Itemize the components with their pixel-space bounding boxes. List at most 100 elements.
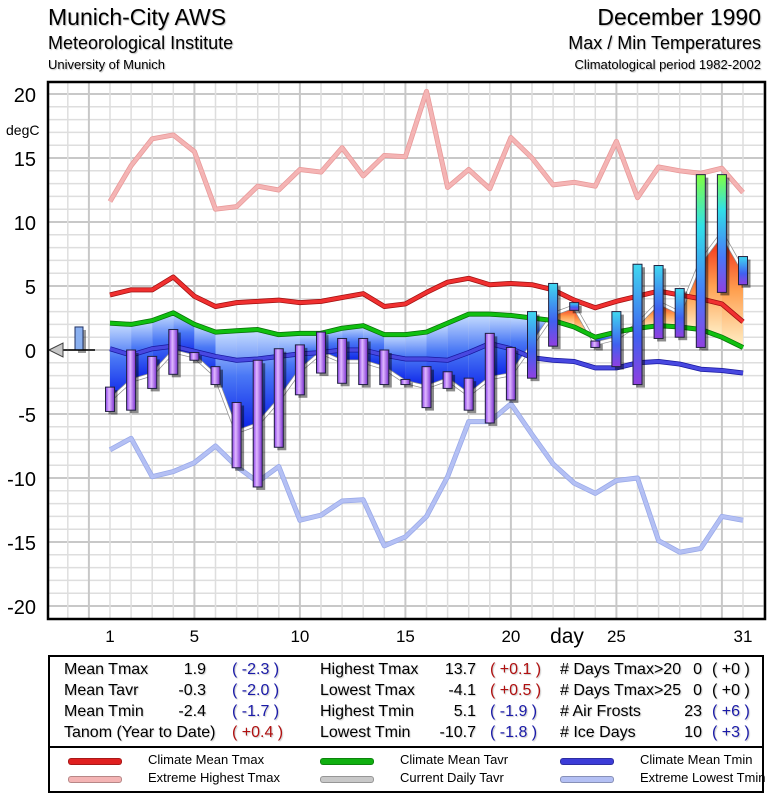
stat-value: 0 [693,661,702,678]
legend-swatch [560,758,614,765]
extreme-lowest-tmin-line [109,402,744,554]
y-tick-label: 0 [25,341,36,363]
stat-label: # Air Frosts [560,703,641,720]
stat-anomaly: ( -2.0 ) [232,682,280,699]
day-bar-31 [738,256,748,286]
y-axis-label: degC [6,122,39,138]
prior-anomaly-bar [74,326,84,351]
y-tick-label: 10 [14,213,36,235]
zero-arrow-icon [47,342,64,358]
stat-label: # Ice Days [560,724,636,741]
day-bar-16 [421,366,432,409]
stat-anomaly: ( -2.3 ) [232,661,280,678]
stat-label: Highest Tmin [320,703,414,720]
stat-label: Mean Tmin [64,703,144,720]
day-bar-6 [210,366,221,386]
day-bar-15 [400,378,411,386]
anomaly-fill [363,325,385,368]
stat-anomaly: ( +0 ) [712,661,750,678]
stat-value: 23 [684,703,702,720]
day-bar-25 [611,311,622,368]
legend-swatch [68,758,122,765]
x-tick-label: 5 [190,627,199,646]
y-tick-label: -10 [7,469,36,491]
stat-label: Lowest Tmax [320,682,415,699]
stat-value: 13.7 [444,661,476,678]
anomaly-fill [152,312,174,375]
y-tick-label: -15 [7,533,36,555]
anomaly-fill [194,324,216,376]
y-tick-label: 20 [14,85,36,107]
station-name: Munich-City AWS [48,4,227,30]
stat-value: 0 [693,682,702,699]
month-title: December 1990 [597,4,761,30]
anomaly-fill [426,323,448,388]
institute-name: Meteorological Institute [48,33,234,53]
day-bar-11 [316,331,326,374]
anomaly-fill [257,329,279,425]
stat-label: Tanom (Year to Date) [64,724,216,741]
legend-label: Extreme Highest Tmax [148,770,280,785]
legend-swatch [320,758,374,765]
university-name: University of Munich [48,57,166,72]
legend-label: Climate Mean Tmin [640,752,753,767]
x-tick-label: 31 [734,627,753,646]
stat-anomaly: ( -1.7 ) [232,703,280,720]
day-bar-1 [105,386,115,412]
day-bar-28 [674,288,685,338]
stat-anomaly: ( +3 ) [712,724,750,741]
y-tick-label: 5 [25,277,36,299]
climatological-period: Climatological period 1982-2002 [574,57,761,72]
chart-subtitle: Max / Min Temperatures [568,33,761,53]
plot-frame [46,80,767,621]
day-bar-21 [527,311,537,379]
day-bar-26 [632,263,643,386]
day-bar-12 [337,337,348,384]
x-tick-label: 25 [607,627,626,646]
day-bar-23 [569,302,580,311]
day-bar-17 [442,371,453,389]
x-tick-label: 20 [501,627,520,646]
day-bar-27 [653,265,664,339]
anomaly-fill [236,329,258,432]
stat-anomaly: ( +6 ) [712,703,750,720]
y-tick-label: -5 [18,405,36,427]
stat-label: Mean Tmax [64,661,149,678]
day-bar-10 [294,344,305,396]
day-bar-14 [379,349,390,386]
anomaly-fill [658,302,680,327]
day-bar-4 [168,329,179,375]
x-tick-label: 1 [105,627,114,646]
stat-value: -4.1 [448,682,476,699]
stat-anomaly: ( +0.1 ) [490,661,542,678]
day-bar-22 [548,282,559,347]
stat-value: 1.9 [183,661,206,678]
stat-value: 10 [684,724,702,741]
day-bar-30 [716,174,727,293]
day-bar-2 [126,349,137,411]
anomaly-fill [110,323,132,400]
anomaly-fill [342,325,364,362]
day-bar-8 [252,359,263,488]
legend-label: Climate Mean Tavr [400,752,509,767]
stat-value: -0.3 [178,682,206,699]
legend-swatch [320,776,374,783]
day-bar-19 [484,332,495,424]
y-tick-label: -20 [7,597,36,619]
legend-swatch [560,776,614,783]
anomaly-fill [510,315,532,375]
legend-label: Extreme Lowest Tmin [640,770,766,785]
day-bar-18 [463,377,474,411]
day-bar-13 [358,337,369,386]
stat-label: Lowest Tmin [320,724,411,741]
anomaly-fill [468,314,490,395]
legend-label: Climate Mean Tmax [148,752,265,767]
day-bar-24 [590,340,601,348]
stat-anomaly: ( -1.8 ) [490,724,538,741]
stat-anomaly: ( +0.5 ) [490,682,542,699]
stat-anomaly: ( -1.9 ) [490,703,538,720]
stat-anomaly: ( +0.4 ) [232,724,284,741]
stat-label: Highest Tmax [320,661,419,678]
stat-label: # Days Tmax>25 [560,682,682,699]
